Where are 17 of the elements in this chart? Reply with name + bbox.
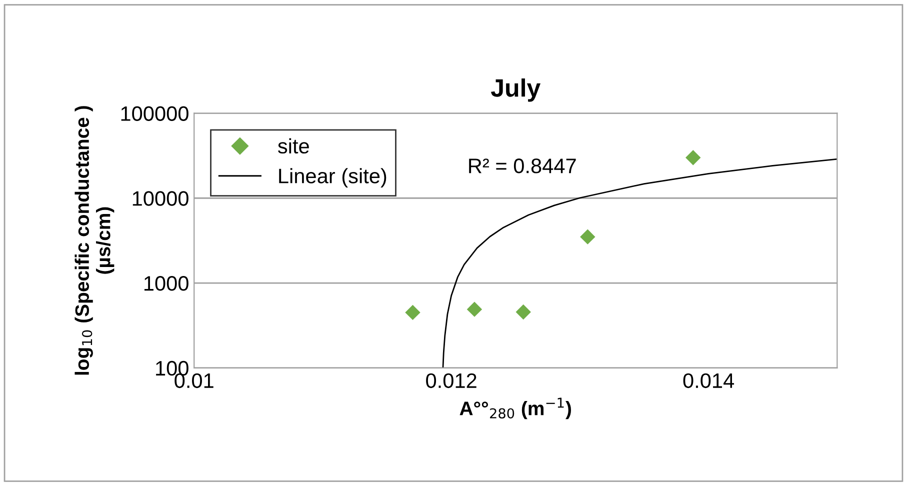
annotation: R² = 0.8447 <box>469 158 576 174</box>
x-axis-title: A°°$_{280}$ (m$^{−1}$) <box>460 398 571 420</box>
chart-title: July <box>491 78 541 102</box>
line-series <box>442 158 838 368</box>
point <box>466 302 482 317</box>
y-axis-title: log$_{10}$ (Specific conductance ) (µs/cm) <box>74 106 114 375</box>
y-tick-label: 1000 <box>144 276 188 291</box>
legend-label: Linear (site) <box>279 168 386 188</box>
x-tick-label: 0.012 <box>426 373 476 388</box>
x-tick-label: 0.014 <box>683 373 734 388</box>
point <box>580 229 596 244</box>
point <box>516 304 531 320</box>
y-tick-label: 10000 <box>132 191 188 206</box>
y-tick-label: 100000 <box>121 106 188 121</box>
point <box>405 304 420 320</box>
legend-label: site <box>278 138 309 154</box>
point <box>686 150 701 166</box>
